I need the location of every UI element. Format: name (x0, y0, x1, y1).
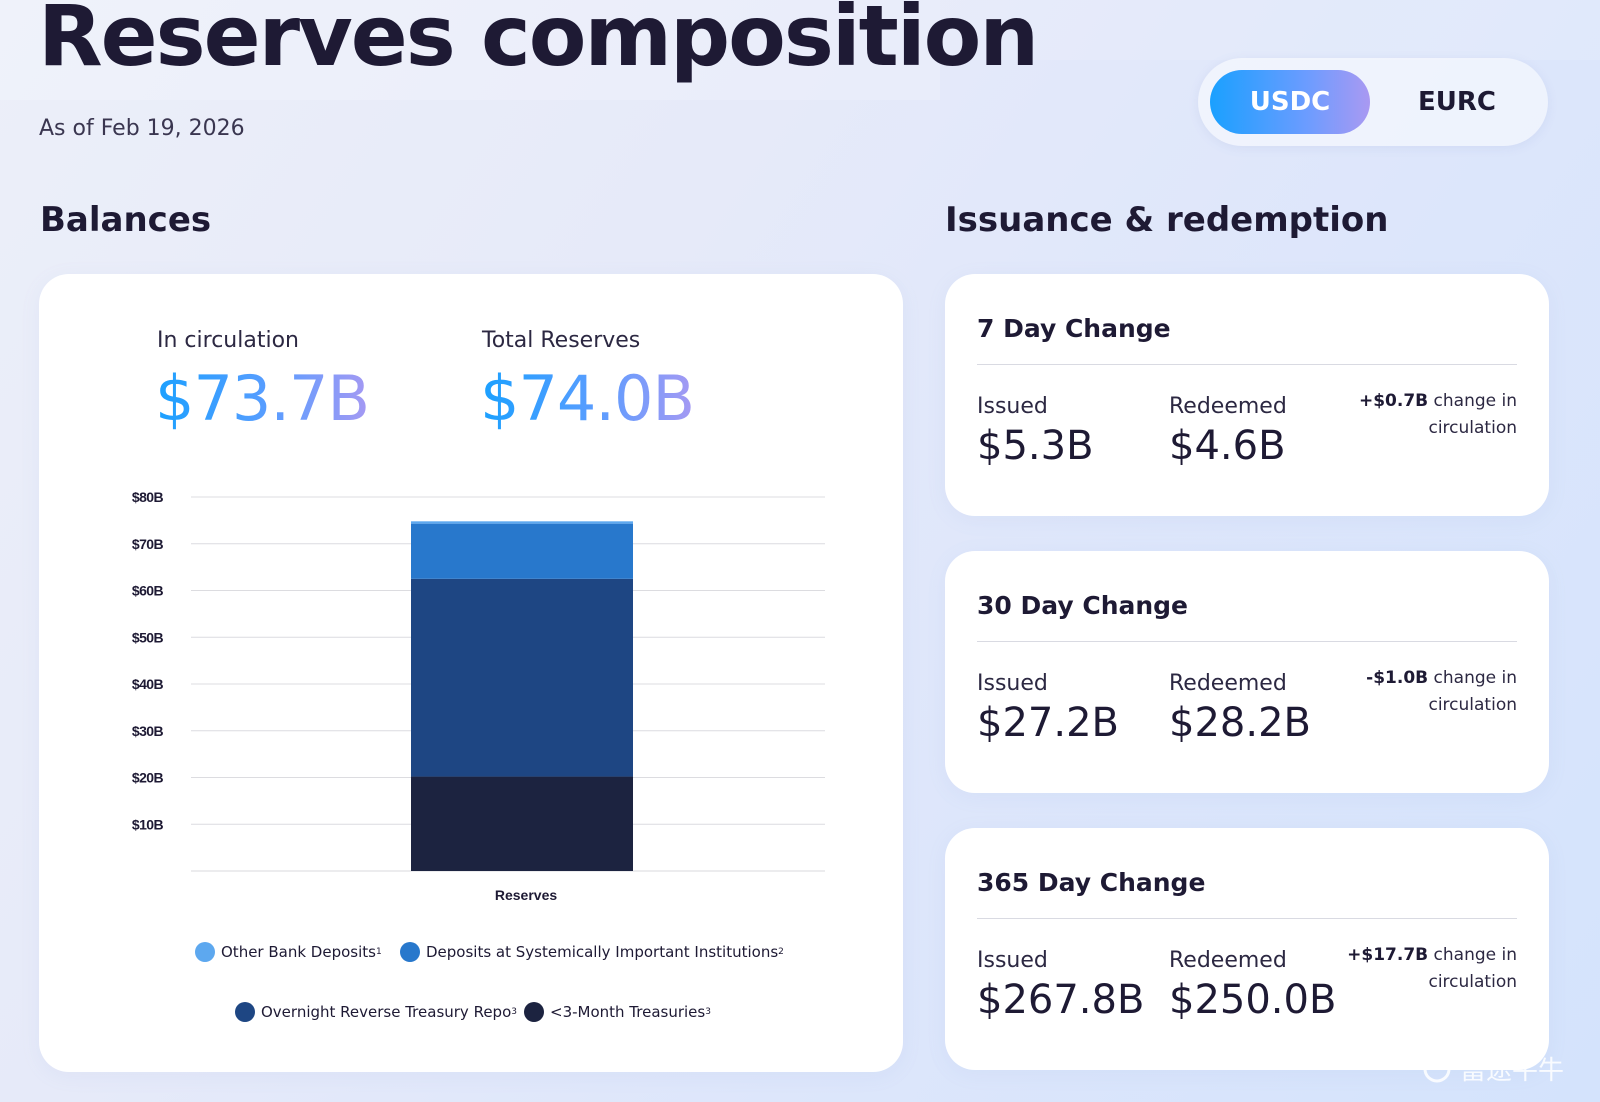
redeemed-value: $4.6B (1169, 423, 1286, 469)
issuance-section-title: Issuance & redemption (945, 200, 1389, 240)
issued-value: $267.8B (977, 977, 1145, 1023)
legend-label: Other Bank Deposits (221, 943, 376, 961)
background-panel (0, 0, 940, 100)
in-circulation-label: In circulation (157, 328, 299, 353)
total-reserves-label: Total Reserves (482, 328, 641, 353)
y-axis-tick-label: $80B (132, 489, 164, 505)
legend-item[interactable]: Other Bank Deposits 1 (195, 942, 382, 962)
change-card-title: 365 Day Change (977, 868, 1206, 897)
legend-item[interactable]: <3-Month Treasuries 3 (524, 1002, 711, 1022)
legend-item[interactable]: Overnight Reverse Treasury Repo 3 (235, 1002, 517, 1022)
redeemed-label: Redeemed (1169, 394, 1287, 419)
circulation-change-note: +$0.7B change in circulation (1317, 388, 1517, 442)
redeemed-label: Redeemed (1169, 671, 1287, 696)
divider (977, 918, 1517, 919)
legend-swatch (400, 942, 420, 962)
y-axis-tick-label: $60B (132, 583, 164, 599)
change-card-7-day: 7 Day Change Issued $5.3B Redeemed $4.6B… (945, 274, 1549, 516)
bar-segment-2[interactable] (411, 523, 633, 579)
issued-label: Issued (977, 948, 1048, 973)
legend-swatch (195, 942, 215, 962)
redeemed-value: $250.0B (1169, 977, 1337, 1023)
issued-value: $5.3B (977, 423, 1094, 469)
legend-footnote-marker: 1 (375, 947, 382, 957)
circulation-change-value: +$0.7B (1358, 391, 1429, 411)
legend-swatch (524, 1002, 544, 1022)
redeemed-value: $28.2B (1169, 700, 1311, 746)
legend-footnote-marker: 3 (705, 1007, 711, 1017)
reserves-stacked-bar-chart: $10B $20B $30B $40B $50B $60B $70B $80B Reserves (132, 489, 825, 903)
change-card-title: 30 Day Change (977, 591, 1189, 620)
watermark-text: 富途牛牛 (1460, 1056, 1565, 1086)
y-axis-tick-label: $50B (132, 629, 164, 645)
legend-label: Overnight Reverse Treasury Repo (261, 1003, 512, 1021)
eurc-toggle-button[interactable]: EURC (1378, 70, 1536, 134)
page-title: Reserves composition (38, 0, 1039, 85)
change-card-365-day: 365 Day Change Issued $267.8B Redeemed $… (945, 828, 1549, 1070)
circulation-change-suffix: change in circulation (1428, 945, 1517, 992)
watermark: 富途牛牛 (1420, 1050, 1564, 1087)
balances-card: In circulation $73.7B Total Reserves $74… (39, 274, 903, 1072)
circulation-change-note: -$1.0B change in circulation (1317, 665, 1517, 719)
legend-swatch (235, 1002, 255, 1022)
bar-segment-0[interactable] (411, 776, 633, 871)
legend-footnote-marker: 2 (778, 947, 784, 957)
issued-value: $27.2B (977, 700, 1119, 746)
x-axis-category-label: Reserves (495, 887, 557, 903)
total-reserves-value: $74.0B (480, 362, 695, 435)
change-card-30-day: 30 Day Change Issued $27.2B Redeemed $28… (945, 551, 1549, 793)
bull-logo-icon (1423, 1055, 1451, 1082)
y-axis-tick-label: $30B (132, 723, 164, 739)
change-card-title: 7 Day Change (977, 314, 1171, 343)
divider (977, 641, 1517, 642)
background-panel (940, 0, 1600, 60)
legend-footnote-marker: 3 (511, 1007, 517, 1017)
y-axis-tick-label: $40B (132, 676, 164, 692)
circulation-change-note: +$17.7B change in circulation (1317, 942, 1517, 996)
circulation-change-suffix: change in circulation (1428, 668, 1517, 715)
divider (977, 364, 1517, 365)
circulation-change-value: -$1.0B (1366, 668, 1429, 688)
balances-section-title: Balances (40, 200, 212, 240)
legend-item[interactable]: Deposits at Systemically Important Insti… (400, 942, 784, 962)
y-axis-tick-label: $20B (132, 770, 164, 786)
in-circulation-value: $73.7B (155, 362, 370, 435)
usdc-toggle-button[interactable]: USDC (1210, 70, 1370, 134)
as-of-date: As of Feb 19, 2026 (39, 116, 245, 141)
bar-segment-3[interactable] (411, 521, 633, 524)
issued-label: Issued (977, 394, 1048, 419)
circulation-change-suffix: change in circulation (1428, 391, 1517, 438)
y-axis-tick-label: $70B (132, 536, 164, 552)
redeemed-label: Redeemed (1169, 948, 1287, 973)
y-axis-tick-label: $10B (132, 816, 164, 832)
legend-label: Deposits at Systemically Important Insti… (426, 943, 779, 961)
legend-label: <3-Month Treasuries (550, 1003, 706, 1021)
issued-label: Issued (977, 671, 1048, 696)
bar-segment-1[interactable] (411, 578, 633, 777)
circulation-change-value: +$17.7B (1347, 945, 1429, 965)
currency-toggle: USDC EURC (1198, 58, 1548, 146)
